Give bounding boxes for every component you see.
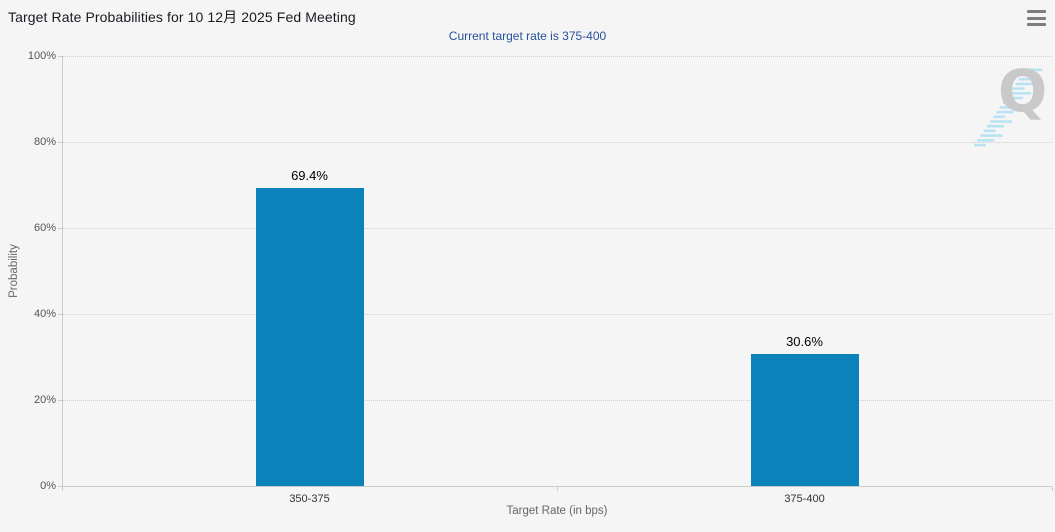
y-tick-mark xyxy=(58,228,62,229)
x-category-label: 350-375 xyxy=(289,493,330,505)
x-tick-mark xyxy=(1052,487,1053,491)
y-tick-mark xyxy=(58,400,62,401)
chart-subtitle: Current target rate is 375-400 xyxy=(448,29,607,43)
bar-375-400[interactable] xyxy=(750,354,859,486)
y-tick-mark xyxy=(58,314,62,315)
y-tick-label: 20% xyxy=(33,394,56,406)
gridline xyxy=(62,142,1052,143)
y-axis-line xyxy=(62,56,63,486)
bar-350-375[interactable] xyxy=(255,187,364,486)
hamburger-bar xyxy=(1027,10,1046,13)
y-tick-label: 100% xyxy=(27,50,56,62)
gridline xyxy=(62,228,1052,229)
y-tick-label: 60% xyxy=(33,222,56,234)
y-tick-label: 80% xyxy=(33,136,56,148)
hamburger-menu-icon[interactable] xyxy=(1027,10,1047,26)
x-category-label: 375-400 xyxy=(784,493,825,505)
x-tick-mark xyxy=(62,487,63,491)
y-axis-title: Probability xyxy=(8,244,20,298)
bar-value-label: 30.6% xyxy=(786,334,823,350)
hamburger-bar xyxy=(1027,16,1046,20)
y-tick-label: 40% xyxy=(33,308,56,320)
x-tick-mark xyxy=(557,487,558,491)
hamburger-bar xyxy=(1027,23,1046,26)
y-tick-mark xyxy=(58,56,62,57)
gridline xyxy=(62,56,1052,57)
y-tick-mark xyxy=(58,142,62,143)
gridline xyxy=(62,400,1052,401)
y-tick-label: 0% xyxy=(40,480,56,492)
bar-value-label: 69.4% xyxy=(291,167,328,183)
page-title: Target Rate Probabilities for 10 12月 202… xyxy=(8,9,356,25)
y-tick-mark xyxy=(58,486,62,487)
x-axis-line xyxy=(62,486,1052,487)
gridline xyxy=(62,314,1052,315)
x-axis-title: Target Rate (in bps) xyxy=(506,505,608,517)
